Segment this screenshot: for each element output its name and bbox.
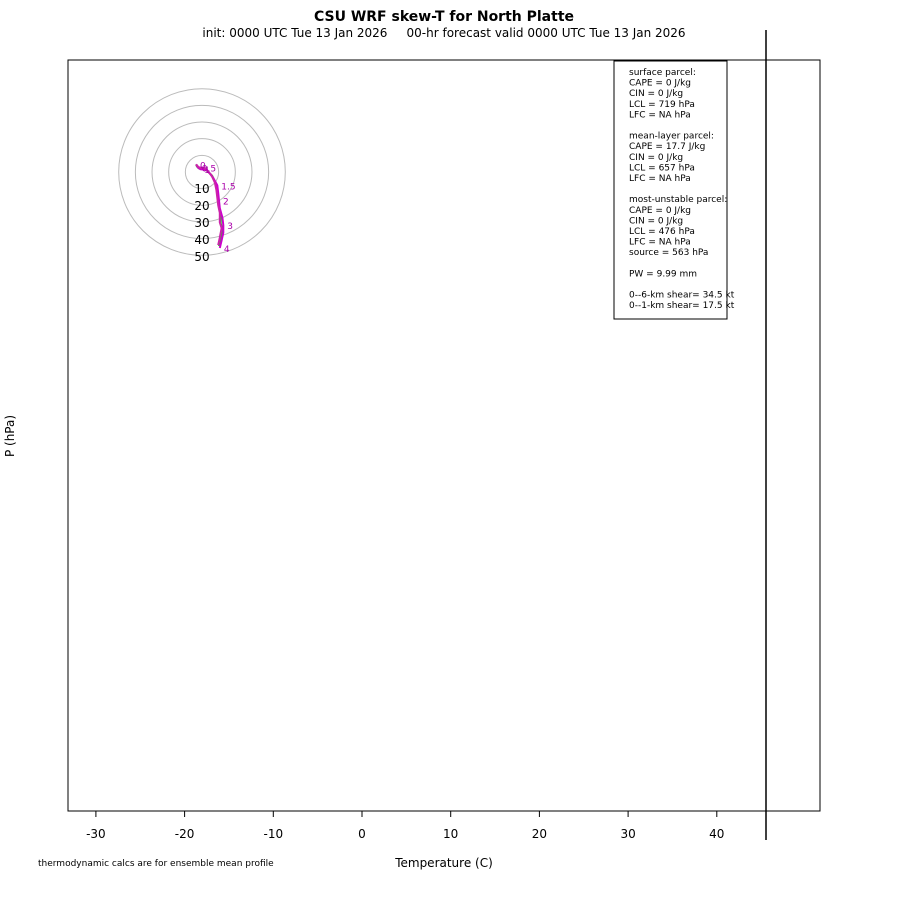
hodograph-ring-label: 40 — [194, 233, 209, 247]
parcel-info-line: CIN = 0 J/kg — [629, 89, 683, 99]
parcel-info-line: 0--1-km shear= 17.5 kt — [629, 301, 735, 311]
hodograph-height-label: 0.5 — [202, 164, 216, 174]
parcel-info-line: CAPE = 17.7 J/kg — [629, 142, 705, 152]
x-tick-label: 10 — [443, 827, 458, 841]
parcel-info-line: CAPE = 0 J/kg — [629, 79, 691, 89]
parcel-info-line: LCL = 719 hPa — [629, 100, 695, 110]
parcel-info-line: LFC = NA hPa — [629, 238, 691, 248]
hodograph-ring — [134, 104, 270, 240]
x-tick-label: 40 — [709, 827, 724, 841]
parcel-info-line: CIN = 0 J/kg — [629, 153, 683, 163]
parcel-info-line: source = 563 hPa — [629, 248, 708, 258]
parcel-info-line: LFC = NA hPa — [629, 174, 691, 184]
parcel-info-line: surface parcel: — [629, 68, 696, 78]
hodograph-trace — [195, 163, 223, 246]
x-tick-label: 0 — [358, 827, 366, 841]
parcel-info-line: LCL = 476 hPa — [629, 227, 695, 237]
hodograph: 10 20 30 40 50 00.51 1.5 2 3 4 — [118, 88, 286, 264]
x-tick-label: -20 — [175, 827, 195, 841]
parcel-info-line: LFC = NA hPa — [629, 110, 691, 120]
axes: 1001502002503004005007008501000-30-20-10… — [67, 59, 821, 841]
hodograph-ring — [168, 138, 236, 206]
hodograph-trace — [195, 163, 225, 249]
y-axis-label: P (hPa) — [3, 415, 17, 457]
parcel-info-line: most-unstable parcel: — [629, 195, 727, 205]
chart-title: CSU WRF skew-T for North Platte — [314, 9, 574, 25]
hodograph-height-label: 1 — [204, 166, 210, 176]
hodograph-ring-label: 20 — [194, 199, 209, 213]
x-tick-label: 20 — [532, 827, 547, 841]
parcel-info-line: CAPE = 0 J/kg — [629, 206, 691, 216]
hodograph-height-label: 4 — [224, 245, 230, 255]
parcel-info-line: LCL = 657 hPa — [629, 163, 695, 173]
hodograph-ring — [151, 121, 253, 223]
hodograph-ring-label: 50 — [194, 250, 209, 264]
parcel-info-line: 0--6-km shear= 34.5 kt — [629, 291, 735, 301]
parcel-info-line: mean-layer parcel: — [629, 132, 714, 142]
parcel-info-line: PW = 9.99 mm — [629, 269, 697, 279]
x-axis-label: Temperature (C) — [394, 856, 493, 870]
wind-barbs — [765, 30, 767, 840]
footnote: thermodynamic calcs are for ensemble mea… — [38, 859, 274, 869]
chart-subtitle: init: 0000 UTC Tue 13 Jan 2026 00-hr for… — [202, 26, 685, 40]
parcel-info-line: CIN = 0 J/kg — [629, 216, 683, 226]
hodograph-ring — [184, 154, 220, 190]
x-tick-label: -10 — [263, 827, 283, 841]
hodograph-height-label: 2 — [223, 198, 229, 208]
x-tick-label: 30 — [620, 827, 635, 841]
hodograph-ring — [118, 88, 286, 256]
hodograph-ring-label: 10 — [194, 182, 209, 196]
hodograph-height-label: 1.5 — [221, 182, 235, 192]
hodograph-height-label: 0 — [200, 161, 206, 171]
plot-frame — [67, 59, 821, 812]
x-tick-label: -30 — [86, 827, 106, 841]
hodograph-ring-label: 30 — [194, 216, 209, 230]
hodograph-height-label: 3 — [227, 222, 233, 232]
